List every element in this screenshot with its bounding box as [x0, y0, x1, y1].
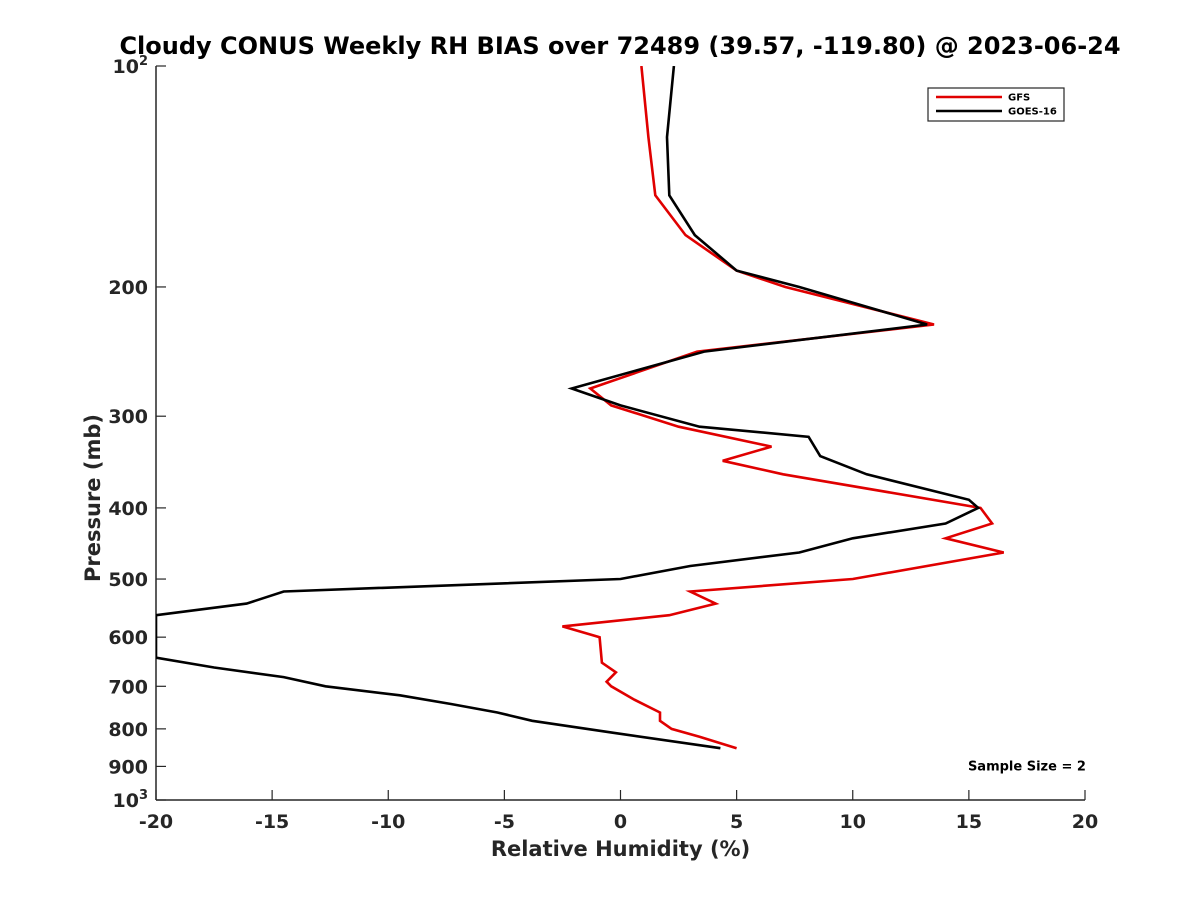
- chart-title: Cloudy CONUS Weekly RH BIAS over 72489 (…: [119, 32, 1120, 60]
- legend-label: GOES-16: [1008, 107, 1057, 118]
- y-tick-base: 10: [113, 56, 139, 78]
- y-tick-label: 400: [108, 498, 148, 520]
- y-tick-label: 900: [108, 756, 148, 778]
- y-tick-base: 10: [113, 790, 139, 812]
- legend-box: [927, 87, 1065, 122]
- x-tick-label: 0: [614, 811, 627, 833]
- x-axis-label: Relative Humidity (%): [491, 837, 750, 861]
- y-tick-exponent: 2: [139, 54, 148, 69]
- y-tick-label: 200: [108, 277, 148, 299]
- x-tick-label: 20: [1072, 811, 1098, 833]
- y-tick-label: 700: [108, 676, 148, 698]
- legend: GFS GOES-16: [927, 87, 1065, 122]
- x-tick-label: -15: [255, 811, 289, 833]
- x-tick-label: -5: [494, 811, 515, 833]
- y-tick-label: 500: [108, 569, 148, 591]
- y-tick-label: 600: [108, 627, 148, 649]
- x-tick-label: 10: [840, 811, 866, 833]
- x-tick-label: -20: [139, 811, 173, 833]
- series-line-goes-16: [156, 66, 981, 750]
- series-layer: [156, 66, 1005, 750]
- y-axis-label: Pressure (mb): [81, 414, 105, 582]
- y-tick-label: 103: [113, 788, 149, 812]
- sample-size-annotation: Sample Size = 2: [968, 759, 1086, 774]
- y-tick-label: 800: [108, 719, 148, 741]
- x-axis-ticks: -20 -15 -10 -5 0 5 10 15 20: [139, 790, 1098, 833]
- x-tick-label: 15: [956, 811, 982, 833]
- y-tick-label: 300: [108, 406, 148, 428]
- y-tick-exponent: 3: [139, 788, 148, 803]
- y-tick-label: 102: [113, 54, 149, 78]
- x-tick-label: -10: [371, 811, 405, 833]
- x-tick-label: 5: [730, 811, 743, 833]
- legend-label: GFS: [1008, 93, 1030, 104]
